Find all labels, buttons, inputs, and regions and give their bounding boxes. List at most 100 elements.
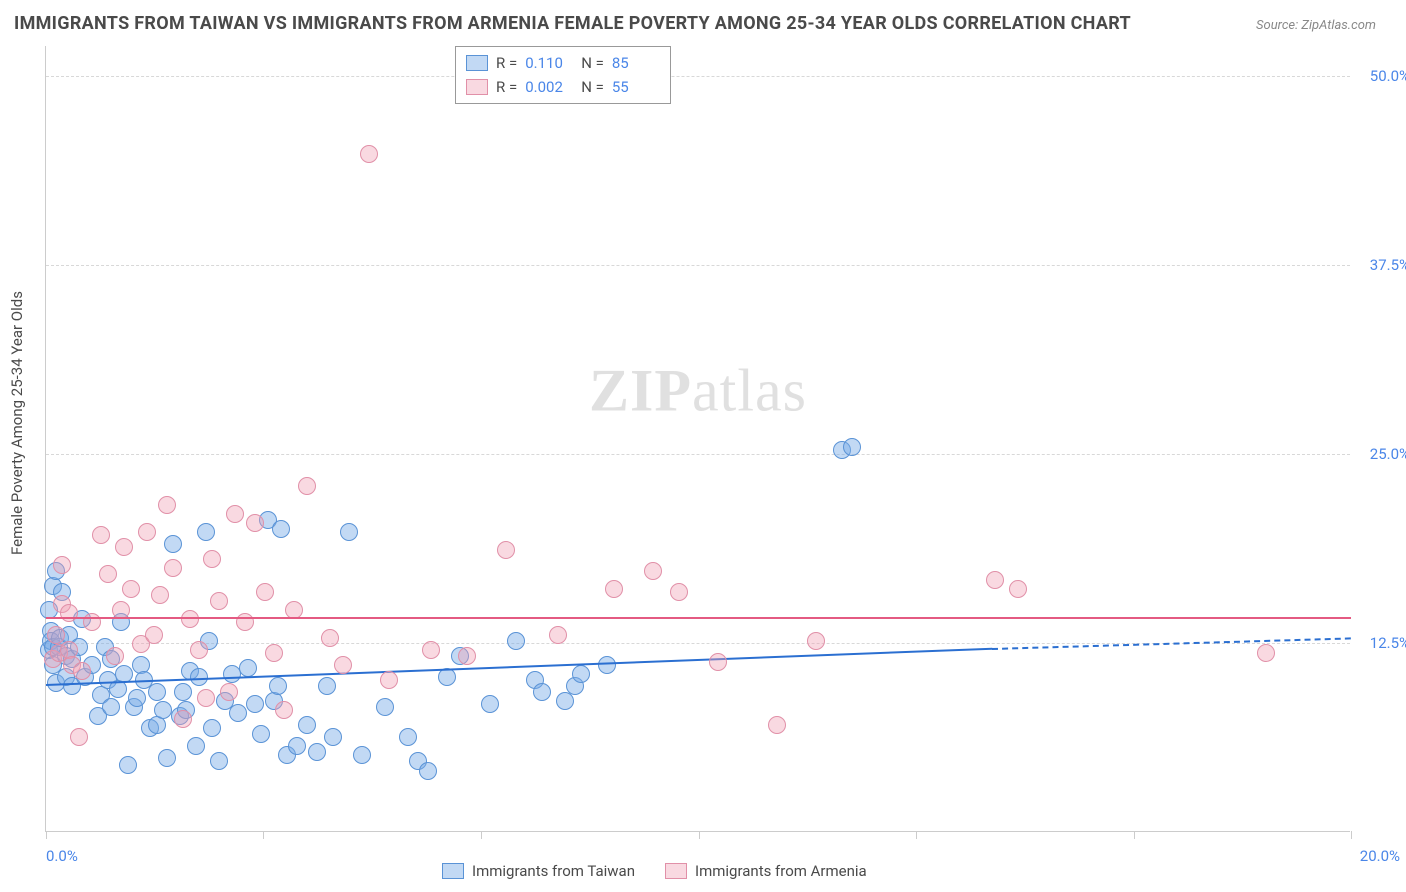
x-tick (263, 831, 264, 839)
legend-n-value: 85 (612, 54, 660, 72)
data-point (236, 613, 254, 631)
data-point (275, 701, 293, 719)
data-point (70, 728, 88, 746)
data-point (497, 541, 515, 559)
x-tick (1134, 831, 1135, 839)
data-point (197, 689, 215, 707)
legend-r-label: R = (496, 78, 517, 96)
data-point (353, 746, 371, 764)
data-point (605, 580, 623, 598)
data-point (181, 610, 199, 628)
data-point (229, 704, 247, 722)
data-point (239, 659, 257, 677)
data-point (187, 737, 205, 755)
legend-swatch (665, 863, 687, 879)
data-point (507, 632, 525, 650)
data-point (288, 737, 306, 755)
data-point (190, 641, 208, 659)
legend-row: R = 0.110 N = 85 (466, 51, 660, 75)
data-point (709, 653, 727, 671)
legend-r-label: R = (496, 54, 517, 72)
y-tick-label: 25.0% (1370, 445, 1406, 463)
x-axis-min-label: 0.0% (46, 847, 78, 865)
data-point (1009, 580, 1027, 598)
data-point (174, 683, 192, 701)
watermark-zip: ZIP (589, 358, 692, 424)
data-point (138, 523, 156, 541)
data-point (164, 559, 182, 577)
chart-container: IMMIGRANTS FROM TAIWAN VS IMMIGRANTS FRO… (0, 0, 1406, 892)
data-point (556, 692, 574, 710)
legend-n-label: N = (581, 54, 604, 72)
legend-n-value: 55 (612, 78, 660, 96)
series-name: Immigrants from Taiwan (472, 862, 635, 880)
data-point (481, 695, 499, 713)
data-point (321, 629, 339, 647)
gridline (46, 76, 1350, 77)
data-point (246, 695, 264, 713)
y-axis-label: Female Poverty Among 25-34 Year Olds (8, 291, 26, 555)
data-point (197, 523, 215, 541)
source-attribution: Source: ZipAtlas.com (1256, 18, 1376, 33)
y-tick-label: 37.5% (1370, 256, 1406, 274)
data-point (158, 749, 176, 767)
data-point (174, 710, 192, 728)
data-point (360, 145, 378, 163)
data-point (203, 550, 221, 568)
data-point (223, 665, 241, 683)
series-legend-item: Immigrants from Taiwan (442, 862, 635, 880)
data-point (158, 496, 176, 514)
data-point (549, 626, 567, 644)
data-point (334, 656, 352, 674)
series-legend: Immigrants from Taiwan Immigrants from Ar… (442, 862, 867, 880)
data-point (83, 613, 101, 631)
data-point (422, 641, 440, 659)
chart-title: IMMIGRANTS FROM TAIWAN VS IMMIGRANTS FRO… (14, 13, 1131, 34)
data-point (272, 520, 290, 538)
series-legend-item: Immigrants from Armenia (665, 862, 867, 880)
y-tick-label: 50.0% (1370, 67, 1406, 85)
data-point (324, 728, 342, 746)
data-point (148, 683, 166, 701)
data-point (298, 477, 316, 495)
data-point (843, 438, 861, 456)
y-tick-label: 12.5% (1370, 634, 1406, 652)
data-point (210, 592, 228, 610)
data-point (220, 683, 238, 701)
legend-swatch (442, 863, 464, 879)
data-point (308, 743, 326, 761)
data-point (807, 632, 825, 650)
data-point (598, 656, 616, 674)
legend-r-value: 0.110 (525, 54, 573, 72)
x-tick (46, 831, 47, 839)
data-point (60, 604, 78, 622)
data-point (572, 665, 590, 683)
data-point (128, 689, 146, 707)
data-point (419, 762, 437, 780)
series-name: Immigrants from Armenia (695, 862, 867, 880)
data-point (145, 626, 163, 644)
legend-swatch (466, 79, 488, 95)
x-tick (1351, 831, 1352, 839)
data-point (151, 586, 169, 604)
data-point (246, 514, 264, 532)
data-point (102, 698, 120, 716)
data-point (99, 565, 117, 583)
data-point (122, 580, 140, 598)
legend-r-value: 0.002 (525, 78, 573, 96)
watermark-atlas: atlas (692, 358, 807, 424)
data-point (252, 725, 270, 743)
data-point (533, 683, 551, 701)
data-point (164, 535, 182, 553)
data-point (298, 716, 316, 734)
trend-line (46, 617, 1351, 619)
data-point (203, 719, 221, 737)
x-tick (699, 831, 700, 839)
x-tick (481, 831, 482, 839)
correlation-legend: R =0.110N =85R =0.002N =55 (455, 46, 671, 104)
gridline (46, 265, 1350, 266)
data-point (119, 756, 137, 774)
data-point (644, 562, 662, 580)
data-point (670, 583, 688, 601)
watermark: ZIPatlas (589, 357, 807, 426)
